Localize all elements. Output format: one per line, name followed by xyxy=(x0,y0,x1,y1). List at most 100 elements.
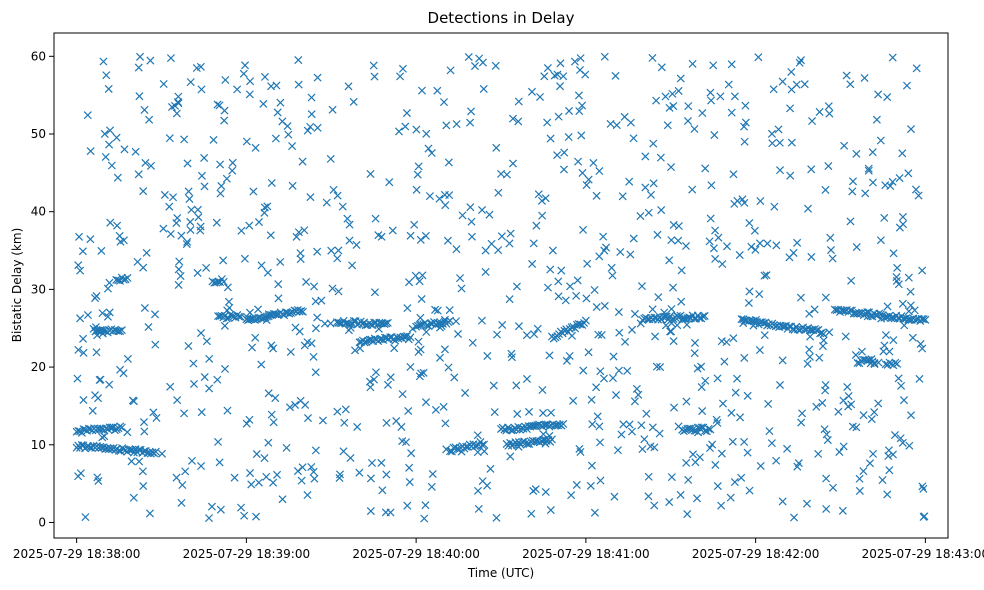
data-point xyxy=(439,402,448,411)
data-point xyxy=(876,236,885,245)
data-point xyxy=(480,440,489,449)
data-point xyxy=(276,98,285,107)
data-point xyxy=(661,92,670,101)
data-point xyxy=(205,354,214,363)
data-point xyxy=(844,392,853,401)
data-point xyxy=(690,124,699,134)
data-point xyxy=(263,202,272,211)
data-point xyxy=(546,265,555,274)
data-point xyxy=(411,271,420,280)
data-point xyxy=(527,87,537,96)
data-point xyxy=(584,175,593,184)
data-point xyxy=(796,56,805,65)
data-point xyxy=(865,459,875,468)
data-point xyxy=(677,297,686,306)
data-point xyxy=(600,246,609,255)
data-point xyxy=(889,336,898,345)
data-point xyxy=(176,272,185,281)
data-point xyxy=(868,148,877,157)
data-point xyxy=(374,324,383,333)
data-point xyxy=(688,185,697,194)
data-point xyxy=(888,450,897,459)
x-tick-label: 2025-07-29 18:43:00 xyxy=(862,547,984,561)
data-point xyxy=(642,409,651,418)
data-point xyxy=(106,444,115,453)
data-point xyxy=(274,294,283,303)
data-point xyxy=(260,454,269,463)
data-point xyxy=(857,347,866,356)
data-point xyxy=(915,374,924,383)
data-point xyxy=(139,482,148,491)
data-point xyxy=(128,396,137,405)
data-point xyxy=(245,415,254,424)
data-point xyxy=(764,399,773,408)
data-point xyxy=(366,507,375,516)
data-point xyxy=(257,360,266,369)
data-point xyxy=(798,409,807,418)
data-point xyxy=(174,99,183,108)
data-point xyxy=(821,185,830,194)
data-point xyxy=(294,56,303,65)
data-point xyxy=(663,121,672,130)
data-point xyxy=(796,293,805,302)
data-point xyxy=(541,194,550,203)
data-point xyxy=(852,243,861,252)
data-point xyxy=(273,470,282,479)
data-point xyxy=(918,482,927,491)
data-point xyxy=(554,277,563,286)
data-point xyxy=(129,493,138,502)
data-point xyxy=(775,380,785,390)
data-point xyxy=(886,181,895,191)
data-point xyxy=(736,413,745,422)
data-point xyxy=(424,144,433,153)
data-point xyxy=(441,419,450,428)
data-point xyxy=(219,256,228,265)
data-point xyxy=(237,226,246,235)
data-point xyxy=(202,263,211,272)
data-point xyxy=(333,254,342,263)
data-point xyxy=(751,315,760,324)
data-point xyxy=(545,351,554,360)
data-point xyxy=(706,88,715,97)
data-point xyxy=(540,420,549,429)
data-point xyxy=(682,397,691,406)
data-point xyxy=(326,319,335,328)
data-point xyxy=(405,478,414,487)
data-point xyxy=(778,497,787,506)
data-point xyxy=(288,142,297,151)
data-point xyxy=(113,173,122,182)
data-point xyxy=(546,506,555,515)
data-point xyxy=(726,493,735,502)
data-point xyxy=(824,102,833,111)
data-point xyxy=(625,177,634,186)
data-point xyxy=(370,288,379,297)
data-point xyxy=(572,480,581,489)
data-point xyxy=(344,319,353,328)
data-point xyxy=(787,67,796,77)
data-point xyxy=(735,251,744,260)
data-point xyxy=(452,120,461,129)
data-point xyxy=(822,430,831,439)
data-point xyxy=(905,441,914,450)
data-point xyxy=(422,327,431,337)
data-point xyxy=(284,130,293,139)
data-point xyxy=(824,162,833,171)
data-point xyxy=(634,390,643,399)
data-point xyxy=(382,319,391,328)
data-point xyxy=(309,467,318,476)
data-point xyxy=(246,469,255,478)
data-point xyxy=(561,296,570,305)
data-point xyxy=(704,424,713,433)
data-point xyxy=(582,294,591,303)
data-point xyxy=(79,395,88,405)
data-point xyxy=(251,143,260,152)
data-point xyxy=(739,319,748,328)
data-point xyxy=(346,453,355,463)
data-point xyxy=(737,473,746,482)
data-point xyxy=(105,308,114,317)
data-point xyxy=(807,165,816,174)
x-axis-label: Time (UTC) xyxy=(467,566,534,580)
data-point xyxy=(786,171,795,180)
data-point xyxy=(795,58,804,67)
data-point xyxy=(166,229,175,238)
